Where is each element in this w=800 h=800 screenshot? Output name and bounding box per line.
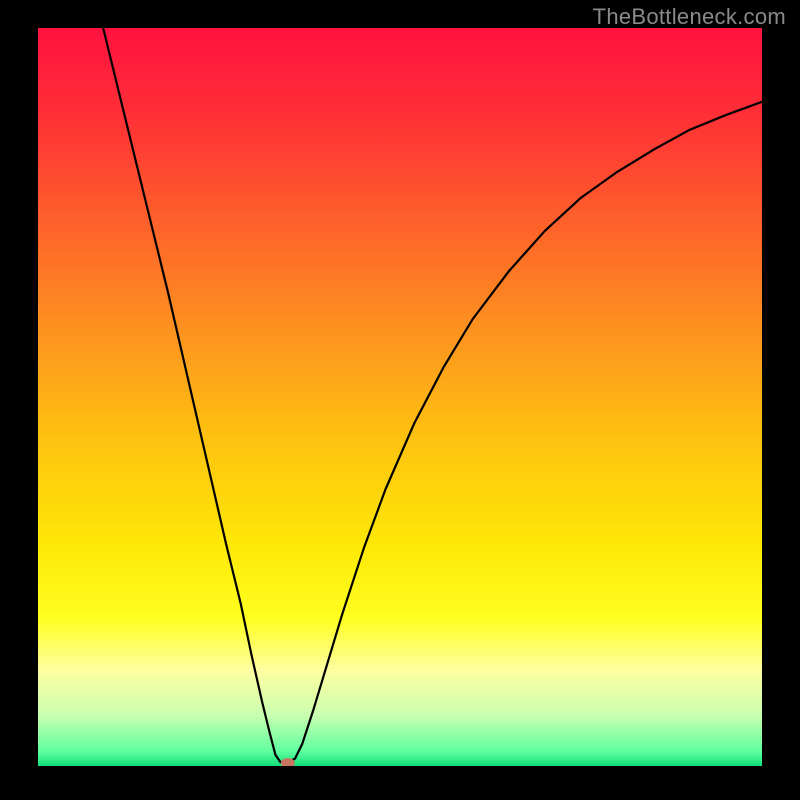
watermark-text: TheBottleneck.com [593,4,786,30]
chart-svg [38,28,762,766]
plot-area [38,28,762,766]
gradient-background [38,28,762,766]
